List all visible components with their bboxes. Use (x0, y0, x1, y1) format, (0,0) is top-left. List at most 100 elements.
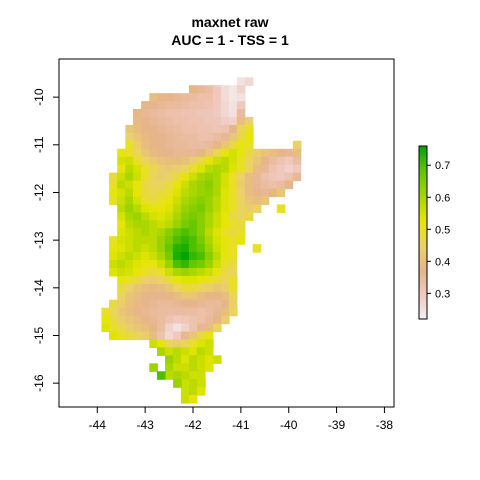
raster-cell (148, 188, 158, 198)
raster-cell (141, 117, 150, 126)
raster-cell (173, 339, 182, 349)
raster-cell (196, 85, 206, 94)
raster-cell (125, 267, 134, 277)
raster-cell (189, 275, 198, 285)
raster-cell (212, 204, 222, 213)
raster-cell (164, 331, 174, 341)
y-tick-label: -13 (32, 231, 46, 249)
raster-cell (220, 283, 230, 293)
raster-cell (196, 267, 206, 277)
raster-cell (220, 109, 230, 118)
raster-cell (196, 236, 206, 245)
raster-cell (173, 164, 182, 174)
raster-cell (164, 260, 174, 269)
raster-cell (181, 355, 190, 364)
raster-cell (204, 85, 214, 94)
x-tick-label: -38 (376, 418, 394, 432)
raster-cell (276, 164, 286, 174)
legend-swatch (419, 238, 427, 242)
legend-swatch (419, 163, 427, 167)
raster-cell (212, 148, 222, 158)
raster-cell (117, 204, 126, 213)
raster-cell (157, 93, 166, 102)
raster-cell (117, 196, 126, 206)
raster-cell (229, 124, 238, 134)
raster-cell (284, 156, 294, 166)
raster-cell (117, 164, 126, 174)
raster-cell (189, 148, 198, 158)
legend-swatch (419, 215, 427, 219)
raster-cell (148, 331, 158, 341)
raster-cell (173, 220, 182, 229)
raster-cell (141, 291, 150, 301)
raster-cell (164, 180, 174, 190)
raster-cell (220, 164, 230, 174)
raster-cell (221, 93, 230, 102)
raster-cell (172, 109, 182, 118)
raster-cell (196, 252, 206, 261)
raster-cell (164, 244, 174, 253)
raster-cell (204, 212, 214, 221)
raster-cell (141, 188, 150, 198)
raster-cell (181, 124, 190, 134)
raster-cell (165, 204, 174, 213)
raster-cell (180, 260, 190, 269)
raster-cell (189, 212, 198, 221)
x-axis: -44 -43 -42 -41 -40 -39 -38 (89, 407, 394, 432)
raster-cell (133, 331, 142, 341)
raster-cell (181, 140, 190, 150)
raster-cell (181, 228, 190, 237)
legend: 0.3 0.4 0.5 0.6 0.7 (418, 145, 450, 320)
raster-cell (109, 323, 118, 333)
raster-cell (212, 236, 222, 245)
raster-cell (149, 204, 158, 213)
raster-cell (228, 101, 238, 110)
raster-cell (156, 299, 166, 309)
raster-cell (212, 355, 222, 364)
raster-cell (213, 132, 222, 142)
raster-cell (284, 164, 294, 174)
raster-cell (197, 307, 206, 317)
legend-swatch (419, 235, 427, 239)
raster-cell (172, 347, 182, 356)
raster-cell (204, 283, 214, 293)
raster-cell (180, 236, 190, 245)
raster-cell (212, 212, 222, 221)
raster-cell (204, 236, 214, 245)
raster-cell (189, 220, 198, 229)
raster-cell (125, 140, 134, 150)
raster-cell (196, 355, 206, 364)
raster-cell (236, 188, 246, 198)
legend-swatch (419, 281, 427, 285)
raster-cell (164, 299, 174, 309)
legend-swatch (419, 246, 427, 251)
raster-cell (148, 109, 158, 118)
raster-cell (197, 148, 206, 158)
raster-cell (117, 172, 126, 182)
raster-cell (268, 156, 278, 166)
raster-cell (164, 172, 174, 182)
raster-cell (109, 299, 118, 309)
raster-cell (188, 109, 198, 118)
raster-cell (220, 220, 230, 229)
raster-cell (220, 156, 230, 166)
raster-cell (213, 140, 222, 150)
raster-cell (125, 331, 134, 341)
raster-cell (236, 228, 246, 237)
raster-cell (229, 132, 238, 142)
raster-cell (189, 93, 198, 102)
raster-cell (221, 140, 230, 150)
raster-cell (157, 101, 166, 110)
raster-cell (180, 387, 190, 396)
raster-cell (164, 347, 174, 356)
raster-cell (165, 228, 174, 237)
raster-cell (157, 204, 166, 213)
raster-cell (125, 299, 134, 309)
legend-swatch (419, 298, 427, 303)
raster-cell (141, 315, 150, 325)
raster-cell (149, 307, 158, 317)
raster-cell (292, 140, 302, 150)
raster-cell (133, 204, 142, 213)
raster-cell (141, 220, 150, 229)
x-tick-label: -43 (136, 418, 154, 432)
